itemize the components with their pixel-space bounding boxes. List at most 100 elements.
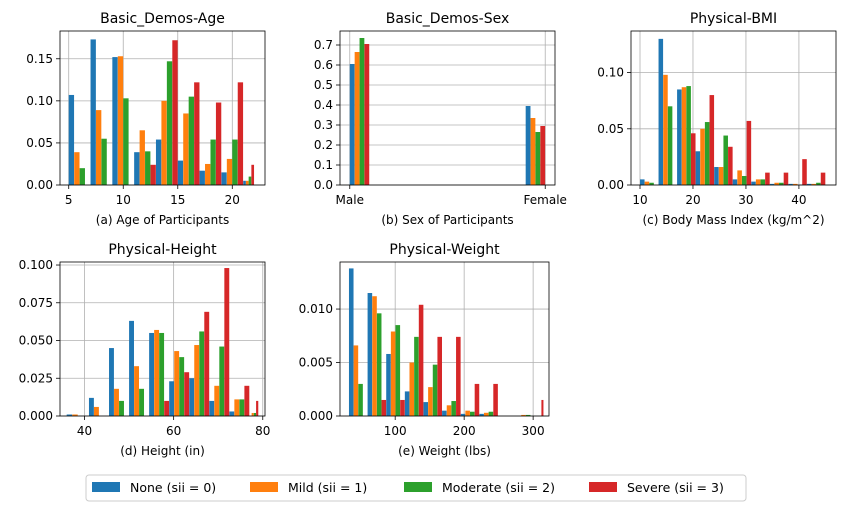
- y-tick-label: 0.025: [19, 371, 53, 385]
- bar: [194, 82, 200, 185]
- bar: [521, 414, 526, 416]
- legend: None (sii = 0) Mild (sii = 1) Moderate (si…: [85, 474, 747, 502]
- bar: [395, 325, 401, 416]
- y-tick-label: 0.15: [26, 52, 53, 66]
- bar: [239, 399, 245, 416]
- bar: [820, 172, 826, 185]
- bar: [359, 38, 365, 185]
- bar: [248, 176, 252, 185]
- bar: [174, 351, 180, 416]
- bar: [177, 160, 184, 185]
- bar: [686, 86, 691, 185]
- bar: [372, 296, 377, 416]
- bar: [732, 179, 738, 185]
- bar: [154, 329, 160, 416]
- legend-label: Mild (sii = 1): [288, 480, 367, 495]
- axes-frame: [339, 261, 550, 417]
- bar: [802, 159, 807, 185]
- bar: [718, 167, 724, 185]
- bar: [229, 411, 235, 416]
- bar: [243, 180, 246, 185]
- bar: [418, 304, 424, 416]
- bar: [428, 387, 433, 416]
- bar: [700, 128, 705, 185]
- x-tick-label: 30: [738, 193, 753, 207]
- bar: [755, 179, 761, 185]
- axes-frame: [59, 261, 266, 417]
- y-tick-label: 0.0: [314, 178, 333, 192]
- bar: [214, 385, 220, 416]
- y-tick-label: 0.00: [597, 178, 624, 192]
- bar: [460, 413, 466, 416]
- x-tick-label: 40: [77, 424, 92, 438]
- bar: [474, 383, 480, 416]
- bar: [101, 138, 107, 185]
- bar: [493, 383, 498, 416]
- bar: [788, 183, 793, 185]
- bar: [779, 182, 784, 185]
- subplot-4: 100 200 300 0.000 0.005 0.010 Physical-Weight (…: [299, 242, 550, 458]
- bar: [199, 170, 205, 185]
- bar: [677, 89, 682, 185]
- y-tick-label: 0.050: [19, 334, 53, 348]
- subplot-3: 40 60 80 0.000 0.025 0.050 0.075 0.100 Physical-…: [19, 242, 271, 458]
- bar: [149, 332, 155, 416]
- bar: [88, 397, 94, 416]
- bar: [704, 122, 710, 185]
- bar: [209, 400, 215, 416]
- bar: [386, 353, 391, 416]
- bar: [806, 183, 812, 185]
- bar: [535, 132, 541, 185]
- x-axis-label: (d) Height (in): [120, 444, 205, 458]
- bar: [251, 164, 255, 185]
- bar: [741, 176, 747, 185]
- x-tick-label: 200: [453, 424, 476, 438]
- bar: [166, 61, 173, 185]
- y-tick-label: 0.05: [26, 136, 53, 150]
- legend-swatch: [404, 482, 432, 492]
- bar: [189, 378, 195, 416]
- bar: [251, 412, 254, 416]
- bar: [714, 167, 719, 185]
- bar: [354, 52, 360, 185]
- bar: [164, 400, 170, 416]
- bar: [109, 348, 114, 416]
- bar: [68, 94, 75, 185]
- subplot-2: 10 20 30 40 0.00 0.05 0.10 Physical-BMI (c) Body…: [597, 11, 837, 227]
- bar: [179, 357, 185, 416]
- bar: [188, 96, 195, 185]
- bar: [349, 64, 355, 185]
- subplot-title: Physical-Height: [108, 242, 217, 258]
- bar: [644, 181, 650, 185]
- y-tick-label: 0.2: [314, 138, 333, 152]
- x-tick-label: 60: [166, 424, 181, 438]
- x-axis-label: (b) Sex of Participants: [381, 213, 513, 227]
- y-tick-label: 0.10: [26, 94, 53, 108]
- bar: [72, 414, 78, 416]
- y-tick-label: 0.075: [19, 296, 53, 310]
- subplot-0: 5 10 15 20 0.00 0.05 0.10 0.15 Basic_Demos-Age (a…: [26, 11, 266, 227]
- bar: [244, 385, 250, 416]
- bar: [205, 163, 211, 185]
- bar: [204, 311, 210, 416]
- bar: [93, 406, 99, 416]
- bar: [169, 381, 175, 416]
- subplot-1: Male Female 0.0 0.1 0.2 0.3 0.4 0.5 0.6 0.7 Basic_…: [314, 11, 567, 227]
- bar: [79, 168, 85, 185]
- legend-swatch: [589, 482, 617, 492]
- bar: [74, 152, 80, 185]
- bar: [253, 412, 257, 416]
- x-tick-label: Female: [524, 193, 567, 207]
- y-tick-label: 0.10: [597, 66, 624, 80]
- x-tick-label: 100: [384, 424, 407, 438]
- bar: [139, 388, 145, 416]
- bar: [456, 336, 461, 416]
- bar: [811, 183, 817, 185]
- x-tick-label: 10: [116, 193, 131, 207]
- bar: [414, 336, 419, 416]
- bar: [358, 383, 363, 416]
- bar: [123, 98, 129, 185]
- subplot-title: Basic_Demos-Sex: [386, 11, 510, 27]
- bar: [199, 331, 205, 416]
